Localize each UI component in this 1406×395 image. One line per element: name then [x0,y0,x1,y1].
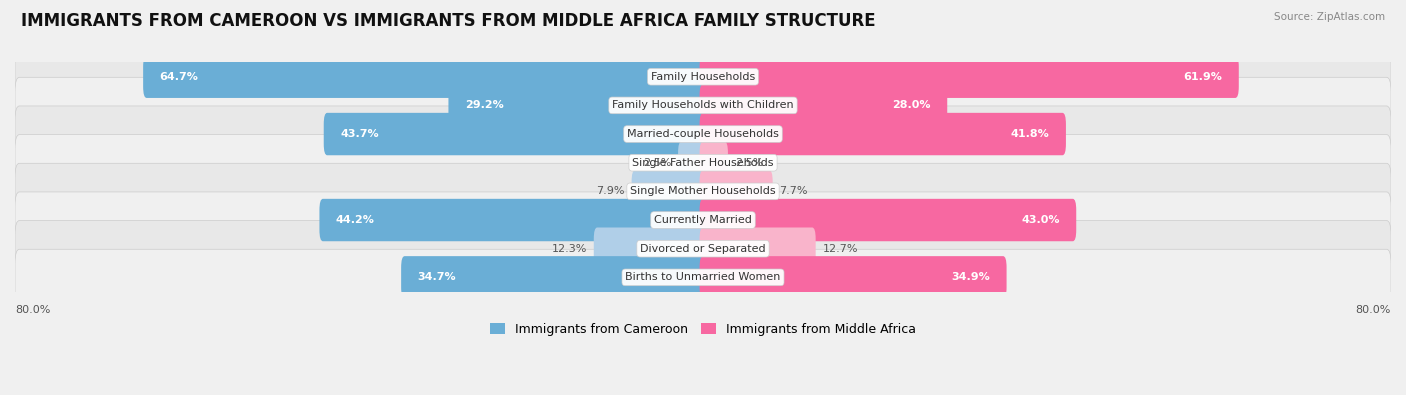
Text: Family Households: Family Households [651,72,755,82]
Text: 80.0%: 80.0% [15,305,51,314]
Text: IMMIGRANTS FROM CAMEROON VS IMMIGRANTS FROM MIDDLE AFRICA FAMILY STRUCTURE: IMMIGRANTS FROM CAMEROON VS IMMIGRANTS F… [21,12,876,30]
Text: 44.2%: 44.2% [336,215,374,225]
FancyBboxPatch shape [401,256,706,299]
Text: 41.8%: 41.8% [1011,129,1050,139]
FancyBboxPatch shape [700,84,948,127]
Text: Single Mother Households: Single Mother Households [630,186,776,196]
FancyBboxPatch shape [323,113,706,155]
Text: Single Father Households: Single Father Households [633,158,773,168]
FancyBboxPatch shape [700,170,773,213]
FancyBboxPatch shape [15,135,1391,191]
FancyBboxPatch shape [700,141,728,184]
Text: Married-couple Households: Married-couple Households [627,129,779,139]
FancyBboxPatch shape [678,141,706,184]
Text: 80.0%: 80.0% [1355,305,1391,314]
Text: 43.7%: 43.7% [340,129,378,139]
Text: 2.5%: 2.5% [735,158,763,168]
Text: 12.7%: 12.7% [823,244,858,254]
Text: 29.2%: 29.2% [465,100,503,110]
Text: 34.7%: 34.7% [418,273,456,282]
FancyBboxPatch shape [631,170,706,213]
Text: 7.7%: 7.7% [779,186,808,196]
Text: 43.0%: 43.0% [1021,215,1060,225]
Text: 61.9%: 61.9% [1184,72,1222,82]
Text: 7.9%: 7.9% [596,186,624,196]
FancyBboxPatch shape [15,249,1391,305]
FancyBboxPatch shape [700,199,1076,241]
FancyBboxPatch shape [15,77,1391,134]
FancyBboxPatch shape [15,106,1391,162]
FancyBboxPatch shape [15,192,1391,248]
Text: 2.5%: 2.5% [643,158,671,168]
FancyBboxPatch shape [593,228,706,270]
FancyBboxPatch shape [700,56,1239,98]
FancyBboxPatch shape [319,199,706,241]
FancyBboxPatch shape [700,256,1007,299]
FancyBboxPatch shape [15,221,1391,277]
FancyBboxPatch shape [449,84,706,127]
FancyBboxPatch shape [15,49,1391,105]
FancyBboxPatch shape [700,228,815,270]
Text: Births to Unmarried Women: Births to Unmarried Women [626,273,780,282]
FancyBboxPatch shape [143,56,706,98]
Text: Divorced or Separated: Divorced or Separated [640,244,766,254]
Text: 12.3%: 12.3% [551,244,586,254]
Text: Family Households with Children: Family Households with Children [612,100,794,110]
Text: Currently Married: Currently Married [654,215,752,225]
Text: 28.0%: 28.0% [893,100,931,110]
Text: 64.7%: 64.7% [159,72,198,82]
FancyBboxPatch shape [700,113,1066,155]
Legend: Immigrants from Cameroon, Immigrants from Middle Africa: Immigrants from Cameroon, Immigrants fro… [491,323,915,336]
Text: 34.9%: 34.9% [952,273,990,282]
Text: Source: ZipAtlas.com: Source: ZipAtlas.com [1274,12,1385,22]
FancyBboxPatch shape [15,163,1391,220]
